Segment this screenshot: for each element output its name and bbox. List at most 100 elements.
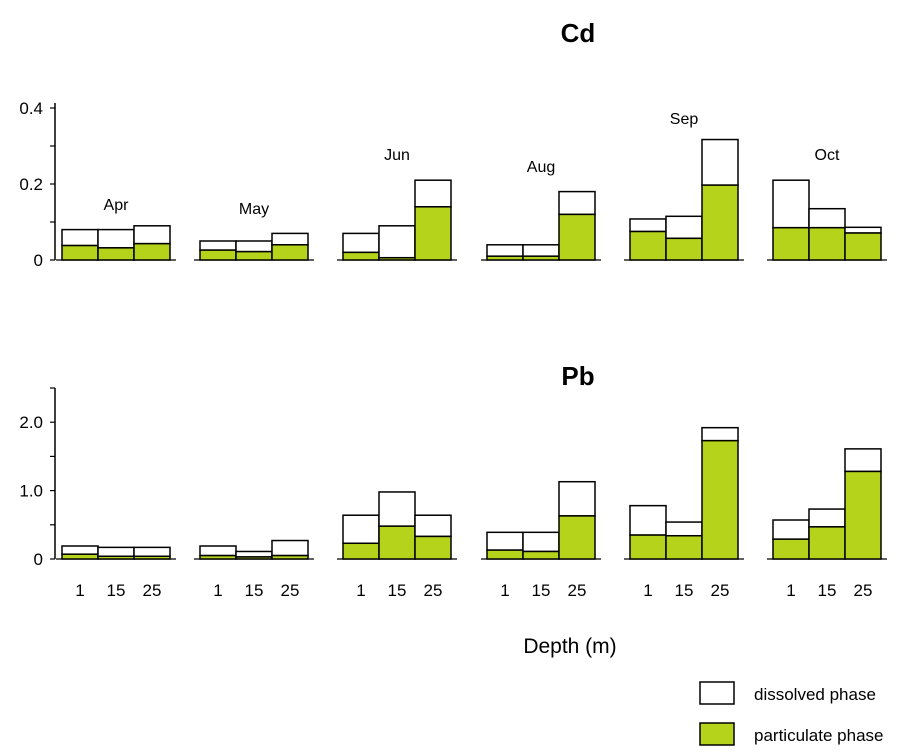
cd-bar-particulate-apr-1 bbox=[61, 244, 99, 261]
cd-bar-particulate-apr-25 bbox=[133, 242, 171, 261]
cd-month-label-apr: Apr bbox=[104, 197, 130, 214]
pb-bar-particulate-sep-15 bbox=[665, 534, 703, 560]
cd-bar-particulate-sep-1 bbox=[629, 230, 667, 261]
cd-bar-particulate-aug-15 bbox=[522, 255, 560, 261]
pb-depth-tick-label: 1 bbox=[356, 581, 365, 600]
pb-y-tick-label: 1.0 bbox=[19, 482, 43, 501]
pb-depth-tick-label: 1 bbox=[213, 581, 222, 600]
pb-panel-title: Pb bbox=[561, 361, 594, 391]
pb-bar-particulate-aug-1 bbox=[486, 549, 524, 560]
cd-bar-particulate-aug-25 bbox=[558, 213, 596, 261]
pb-bar-particulate-may-1 bbox=[199, 554, 237, 560]
legend: dissolved phase particulate phase bbox=[699, 681, 883, 746]
pb-depth-tick-label: 25 bbox=[143, 581, 162, 600]
cd-month-label-jun: Jun bbox=[384, 147, 410, 164]
cd-bar-dissolved-oct-25 bbox=[844, 226, 882, 234]
cd-y-tick-label: 0.4 bbox=[19, 99, 43, 118]
cd-panel: 0 0.2 0.4 Apr May Jun Aug Sep Oct bbox=[19, 99, 887, 270]
cd-bar-dissolved-apr-1 bbox=[61, 228, 99, 247]
pb-bar-particulate-jun-1 bbox=[342, 542, 380, 560]
pb-bar-dissolved-jun-15 bbox=[378, 491, 416, 527]
pb-bar-particulate-oct-1 bbox=[772, 538, 810, 560]
cd-bar-dissolved-sep-15 bbox=[665, 215, 703, 240]
pb-bar-particulate-jun-15 bbox=[378, 525, 416, 560]
cd-bar-particulate-oct-25 bbox=[844, 232, 882, 261]
pb-depth-tick-label: 1 bbox=[500, 581, 509, 600]
pb-depth-tick-label: 25 bbox=[424, 581, 443, 600]
pb-bar-dissolved-oct-25 bbox=[844, 448, 882, 473]
pb-depth-tick-label: 1 bbox=[643, 581, 652, 600]
x-axis-label: Depth (m) bbox=[523, 635, 616, 658]
cd-bar-particulate-jun-15 bbox=[378, 256, 416, 261]
pb-bar-particulate-sep-25 bbox=[701, 439, 739, 560]
pb-bar-dissolved-sep-15 bbox=[665, 521, 703, 537]
cd-bar-dissolved-apr-15 bbox=[97, 228, 135, 249]
pb-y-tick-label: 0 bbox=[34, 550, 43, 569]
pb-bar-particulate-aug-25 bbox=[558, 515, 596, 560]
pb-depth-tick-label: 1 bbox=[786, 581, 795, 600]
pb-bar-dissolved-apr-25 bbox=[133, 546, 171, 558]
cd-bar-dissolved-may-1 bbox=[199, 240, 237, 251]
pb-bar-dissolved-apr-15 bbox=[97, 546, 135, 558]
pb-depth-tick-label: 25 bbox=[854, 581, 873, 600]
cd-bar-particulate-aug-1 bbox=[486, 255, 524, 261]
cd-bar-dissolved-jun-1 bbox=[342, 232, 380, 254]
pb-depth-tick-label: 15 bbox=[818, 581, 837, 600]
cd-panel-title: Cd bbox=[561, 18, 596, 48]
cd-bar-dissolved-sep-25 bbox=[701, 138, 739, 186]
pb-depth-tick-label: 15 bbox=[245, 581, 264, 600]
cd-month-label-aug: Aug bbox=[527, 159, 555, 176]
pb-bar-dissolved-oct-15 bbox=[808, 508, 846, 528]
pb-y-tick-label: 2.0 bbox=[19, 413, 43, 432]
pb-depth-tick-label: 15 bbox=[107, 581, 126, 600]
pb-bar-dissolved-oct-1 bbox=[772, 519, 810, 540]
cd-bar-dissolved-may-15 bbox=[235, 240, 273, 253]
pb-bar-dissolved-may-25 bbox=[271, 539, 309, 557]
cd-bar-dissolved-aug-25 bbox=[558, 190, 596, 216]
legend-label-dissolved: dissolved phase bbox=[754, 685, 876, 704]
pb-bar-particulate-apr-1 bbox=[61, 553, 99, 560]
cd-bar-particulate-jun-25 bbox=[414, 206, 452, 261]
legend-swatch-dissolved bbox=[699, 681, 735, 705]
cd-bar-particulate-may-1 bbox=[199, 249, 237, 261]
pb-bar-particulate-apr-15 bbox=[97, 555, 135, 560]
pb-bar-dissolved-aug-15 bbox=[522, 531, 560, 553]
cd-y-tick-label: 0 bbox=[34, 251, 43, 270]
pb-depth-tick-label: 15 bbox=[388, 581, 407, 600]
cd-y-tick-label: 0.2 bbox=[19, 175, 43, 194]
pb-depth-tick-label: 25 bbox=[568, 581, 587, 600]
cd-bar-particulate-apr-15 bbox=[97, 247, 135, 261]
cd-month-label-may: May bbox=[239, 201, 269, 218]
pb-depth-tick-label: 1 bbox=[75, 581, 84, 600]
pb-bar-particulate-oct-15 bbox=[808, 526, 846, 560]
pb-bar-dissolved-aug-1 bbox=[486, 531, 524, 551]
cd-month-label-sep: Sep bbox=[670, 111, 699, 128]
cd-bar-particulate-sep-25 bbox=[701, 184, 739, 261]
pb-bar-dissolved-jun-25 bbox=[414, 514, 452, 538]
cd-bar-dissolved-oct-1 bbox=[772, 179, 810, 229]
cd-bar-particulate-oct-1 bbox=[772, 226, 810, 261]
cd-bar-particulate-may-25 bbox=[271, 244, 309, 261]
cd-bar-dissolved-jun-15 bbox=[378, 225, 416, 259]
pb-bar-particulate-jun-25 bbox=[414, 535, 452, 560]
cd-bar-dissolved-aug-15 bbox=[522, 244, 560, 257]
cd-bar-dissolved-oct-15 bbox=[808, 207, 846, 229]
pb-bar-dissolved-jun-1 bbox=[342, 514, 380, 545]
legend-label-particulate: particulate phase bbox=[754, 726, 883, 745]
cd-bar-particulate-may-15 bbox=[235, 250, 273, 261]
pb-bar-dissolved-apr-1 bbox=[61, 545, 99, 555]
pb-bar-dissolved-may-15 bbox=[235, 550, 273, 558]
pb-depth-tick-label: 25 bbox=[711, 581, 730, 600]
cd-bar-particulate-jun-1 bbox=[342, 251, 380, 261]
pb-bar-particulate-may-25 bbox=[271, 554, 309, 560]
cd-bar-dissolved-aug-1 bbox=[486, 244, 524, 257]
pb-panel: 0 1.0 2.0 1 15 25 1 15 25 1 15 25 1 15 25 1 15 25 1 15 25 bbox=[19, 387, 887, 600]
pb-depth-tick-label: 25 bbox=[281, 581, 300, 600]
pb-bar-particulate-may-15 bbox=[235, 556, 273, 560]
cd-bar-dissolved-apr-25 bbox=[133, 225, 171, 245]
pb-depth-tick-label: 15 bbox=[675, 581, 694, 600]
pb-bar-dissolved-may-1 bbox=[199, 545, 237, 557]
pb-bar-particulate-sep-1 bbox=[629, 534, 667, 560]
legend-swatch-particulate bbox=[699, 722, 735, 746]
